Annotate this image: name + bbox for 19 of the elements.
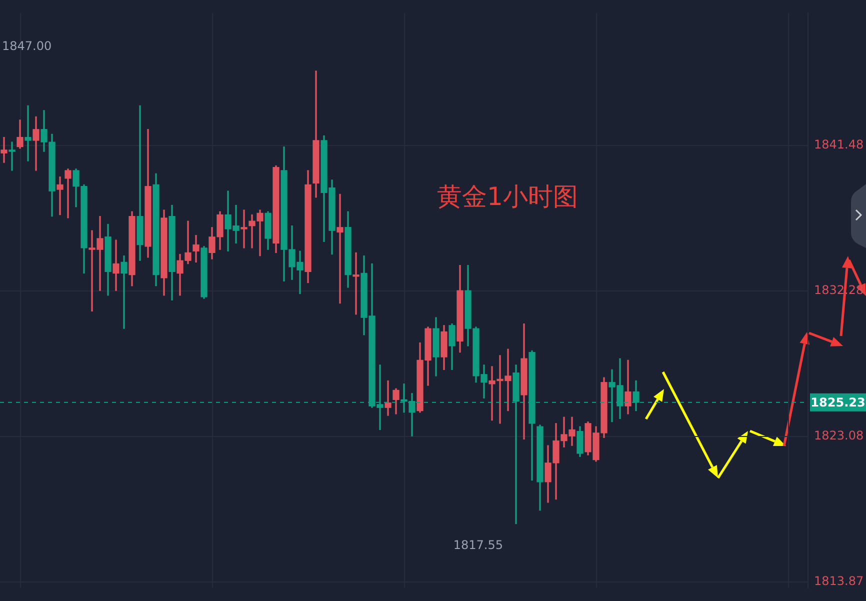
candlestick [0,136,8,163]
y-tick-label: 1841.48 [814,138,864,152]
candlestick [136,105,144,261]
candlestick [24,105,32,162]
candlestick [384,380,392,416]
annotation: 1817.55 [453,538,503,552]
candlestick [240,210,248,248]
annotation: 1847.00 [2,39,52,54]
candlestick [352,252,360,315]
candlestick [64,168,72,218]
candlestick [32,116,40,171]
candlestick [56,176,64,216]
candlestick [120,256,128,329]
candlestick [192,234,200,262]
candlestick [336,194,344,304]
candlestick [8,142,16,171]
text: 黄金1小时图 [437,181,578,213]
y-tick-label: 1813.87 [814,574,864,588]
candlestick [112,240,120,291]
